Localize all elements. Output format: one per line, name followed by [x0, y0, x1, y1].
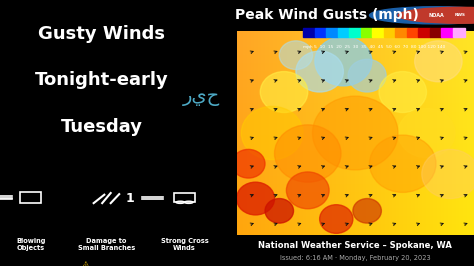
Bar: [372, 27, 384, 37]
Circle shape: [237, 182, 274, 215]
Circle shape: [286, 172, 329, 209]
Bar: [419, 27, 430, 37]
Circle shape: [312, 96, 398, 170]
Bar: [430, 27, 441, 37]
Text: Damage to
Small Branches: Damage to Small Branches: [78, 238, 135, 251]
Text: ريح: ريح: [182, 87, 219, 106]
Circle shape: [348, 59, 386, 92]
Circle shape: [296, 51, 343, 92]
Text: Tuesday: Tuesday: [61, 118, 143, 136]
Bar: [315, 27, 326, 37]
Bar: [303, 27, 315, 37]
Circle shape: [422, 149, 474, 198]
Text: NOAA: NOAA: [428, 13, 444, 18]
Circle shape: [232, 149, 265, 178]
Circle shape: [274, 125, 341, 182]
Circle shape: [379, 72, 427, 113]
Text: Tonight-early: Tonight-early: [35, 72, 169, 89]
Text: Blowing
Objects: Blowing Objects: [16, 238, 46, 251]
Bar: [326, 27, 337, 37]
Circle shape: [415, 41, 462, 82]
Text: Issued: 6:16 AM · Monday, February 20, 2023: Issued: 6:16 AM · Monday, February 20, 2…: [280, 255, 430, 261]
Circle shape: [398, 7, 474, 23]
Bar: [349, 27, 361, 37]
Circle shape: [353, 198, 382, 223]
Circle shape: [315, 37, 372, 86]
Text: National Weather Service – Spokane, WA: National Weather Service – Spokane, WA: [258, 241, 452, 250]
Text: Peak Wind Gusts (mph): Peak Wind Gusts (mph): [235, 8, 419, 22]
Circle shape: [241, 106, 303, 160]
Circle shape: [260, 72, 308, 113]
Circle shape: [279, 41, 312, 69]
Text: Strong Cross
Winds: Strong Cross Winds: [161, 238, 209, 251]
Text: • A significant wind shift is expected late
Tuesday/Tuesday night to the east to: • A significant wind shift is expected l…: [7, 262, 151, 266]
Circle shape: [370, 7, 474, 24]
Text: 1: 1: [126, 192, 134, 205]
Bar: [441, 27, 453, 37]
Circle shape: [265, 198, 293, 223]
Circle shape: [319, 205, 353, 233]
Bar: [453, 27, 465, 37]
Bar: [384, 27, 395, 37]
Text: mph 5  10  15  20  25  30  35  40  45  50  60  70  80 100 120 140: mph 5 10 15 20 25 30 35 40 45 50 60 70 8…: [303, 45, 446, 49]
Text: Special Note:: Special Note:: [7, 260, 70, 266]
Circle shape: [398, 109, 455, 157]
Bar: [407, 27, 419, 37]
Text: ⚠: ⚠: [78, 260, 91, 266]
Circle shape: [370, 135, 436, 192]
Bar: [337, 27, 349, 37]
Text: NWS: NWS: [454, 13, 465, 17]
Bar: [395, 27, 407, 37]
Text: Gusty Winds: Gusty Winds: [38, 25, 165, 43]
Text: • This will bring much colder temperatures
and blowing snow.: • This will bring much colder temperatur…: [7, 264, 157, 266]
Bar: [361, 27, 372, 37]
